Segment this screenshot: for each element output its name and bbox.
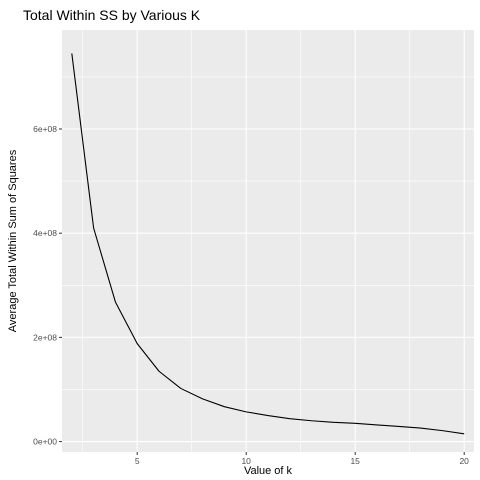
x-axis-title: Value of k bbox=[244, 465, 293, 477]
y-axis-title: Average Total Within Sum of Squares bbox=[7, 149, 19, 332]
grid-major bbox=[62, 30, 474, 452]
series-line bbox=[71, 53, 465, 435]
y-tick-label: 6e+08 bbox=[33, 124, 57, 134]
x-axis: 5 10 15 20 bbox=[135, 452, 469, 466]
x-tick-label: 20 bbox=[459, 456, 469, 466]
y-tick-label: 2e+08 bbox=[33, 332, 57, 342]
x-tick-label: 10 bbox=[241, 456, 251, 466]
chart-title: Total Within SS by Various K bbox=[23, 7, 201, 23]
series-layer bbox=[71, 53, 465, 435]
x-tick-label: 15 bbox=[350, 456, 360, 466]
y-tick-label: 4e+08 bbox=[33, 228, 57, 238]
grid-minor bbox=[62, 30, 474, 452]
y-axis: 0e+00 2e+08 4e+08 6e+08 bbox=[33, 124, 62, 447]
plot-panel bbox=[62, 30, 474, 452]
x-tick-label: 5 bbox=[135, 456, 140, 466]
y-tick-label: 0e+00 bbox=[33, 437, 57, 447]
